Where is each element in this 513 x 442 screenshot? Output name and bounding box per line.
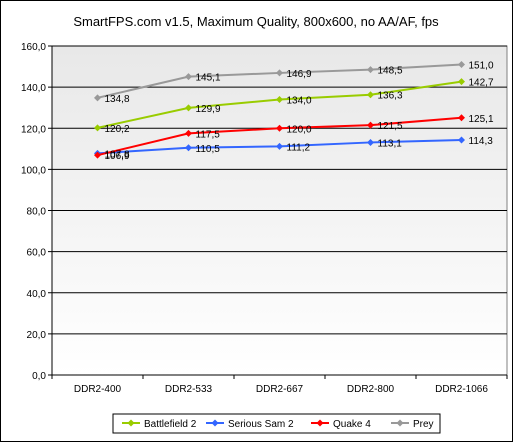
x-tick-label: DDR2-667 xyxy=(256,384,304,395)
data-point xyxy=(185,144,192,152)
data-point xyxy=(276,124,283,132)
series-prey xyxy=(94,61,465,102)
data-point xyxy=(367,138,374,146)
y-tick-label: 20,0 xyxy=(27,330,47,341)
data-label: 113,1 xyxy=(378,138,403,149)
data-point xyxy=(367,66,374,74)
axes: 0,0 20,0 40,0 60,0 80,0 100,0 120,0 140,0 160,0 D… xyxy=(21,42,508,395)
data-label: 142,7 xyxy=(469,78,494,89)
x-tick-label: DDR2-1066 xyxy=(435,384,488,395)
data-point xyxy=(185,129,192,137)
data-point xyxy=(367,121,374,129)
data-point xyxy=(185,104,192,112)
x-tick-label: DDR2-533 xyxy=(165,384,213,395)
data-point xyxy=(94,94,101,102)
data-label: 111,2 xyxy=(287,142,311,153)
legend-label: Battlefield 2 xyxy=(144,419,197,430)
data-point xyxy=(458,78,465,86)
legend-marker xyxy=(127,419,135,427)
legend-item: Serious Sam 2 xyxy=(206,419,294,430)
data-point xyxy=(458,136,465,144)
data-label: 117,5 xyxy=(196,129,221,140)
data-point xyxy=(94,151,101,159)
data-label: 151,0 xyxy=(469,61,494,72)
legend-marker xyxy=(396,419,404,427)
data-point xyxy=(458,61,465,69)
data-label: 129,9 xyxy=(196,104,221,115)
data-label: 136,3 xyxy=(378,91,403,102)
data-point xyxy=(276,95,283,103)
y-tick-label: 120,0 xyxy=(21,124,46,135)
y-tick-label: 160,0 xyxy=(21,42,46,53)
data-label: 120,2 xyxy=(105,124,130,135)
data-label: 114,3 xyxy=(469,136,494,147)
data-point xyxy=(94,124,101,132)
legend-item: Quake 4 xyxy=(311,419,371,430)
legend-marker xyxy=(316,419,324,427)
data-label: 146,9 xyxy=(287,69,312,80)
y-tick-label: 60,0 xyxy=(27,248,47,259)
y-tick-label: 140,0 xyxy=(21,83,46,94)
series-battlefield-2 xyxy=(94,78,465,132)
chart-title: SmartFPS.com v1.5, Maximum Quality, 800x… xyxy=(73,14,439,29)
data-point xyxy=(185,73,192,81)
legend-item: Battlefield 2 xyxy=(122,419,197,430)
data-point xyxy=(276,69,283,77)
series-quake-4 xyxy=(94,114,465,159)
data-point xyxy=(458,114,465,122)
y-tick-label: 100,0 xyxy=(21,165,46,176)
legend-marker xyxy=(211,419,219,427)
data-label: 134,0 xyxy=(287,95,312,106)
y-tick-label: 40,0 xyxy=(27,289,47,300)
data-label: 120,0 xyxy=(287,124,312,135)
data-point xyxy=(367,91,374,99)
data-labels: 120,2 129,9 134,0 136,3 142,7 107,8 110,5 111,2… xyxy=(105,61,494,163)
data-label: 110,5 xyxy=(196,144,221,155)
data-label: 145,1 xyxy=(196,73,221,84)
data-label: 121,5 xyxy=(378,121,403,132)
data-point xyxy=(276,142,283,150)
y-tick-label: 80,0 xyxy=(27,207,47,218)
legend-label: Prey xyxy=(413,419,434,430)
x-tick-label: DDR2-400 xyxy=(74,384,122,395)
y-tick-label: 0,0 xyxy=(32,371,46,382)
legend-box xyxy=(112,413,441,434)
legend-label: Quake 4 xyxy=(333,419,371,430)
legend-label: Serious Sam 2 xyxy=(228,419,294,430)
data-label: 125,1 xyxy=(469,114,494,125)
series-group xyxy=(94,61,465,159)
data-label: 107,8 xyxy=(105,149,130,160)
data-label: 106,9 xyxy=(105,151,130,162)
legend: Battlefield 2 Serious Sam 2 Quake 4 Prey xyxy=(112,413,441,434)
data-label: 148,5 xyxy=(378,66,403,77)
legend-item: Prey xyxy=(391,419,434,430)
x-tick-label: DDR2-800 xyxy=(347,384,395,395)
data-label: 134,8 xyxy=(105,94,130,105)
